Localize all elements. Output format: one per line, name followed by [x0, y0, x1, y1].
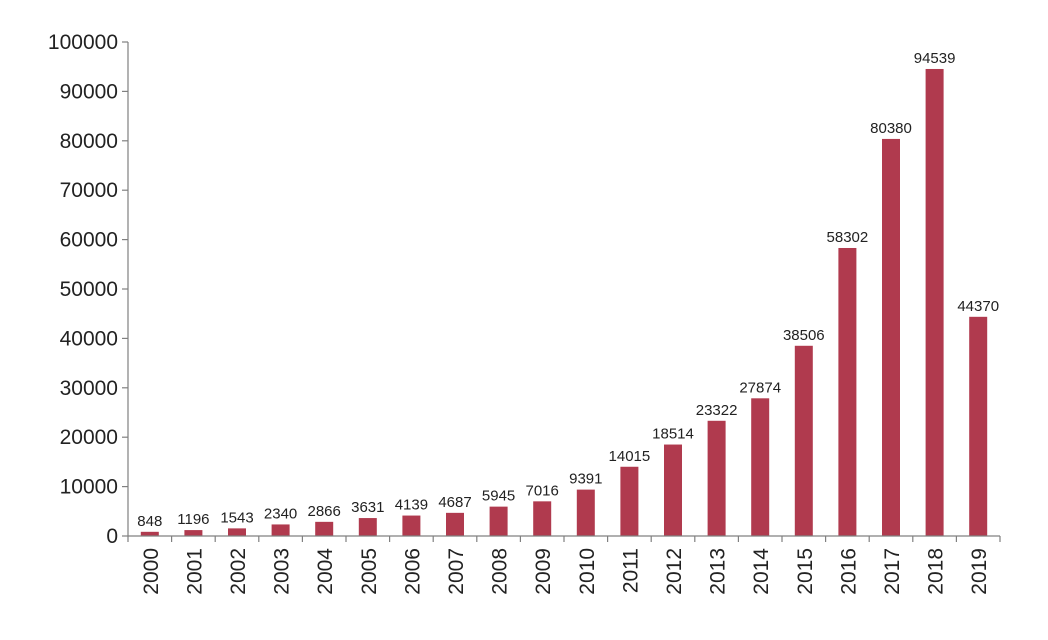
bar-2004 [315, 521, 334, 536]
x-axis: 2000 2001 2002 2003 2004 2005 2006 2007 2008 2009… [127, 535, 1001, 595]
data-label-2015: 38506 [783, 327, 825, 344]
x-tick-label-2000: 2000 [140, 548, 163, 595]
x-tick-label-2007: 2007 [445, 548, 468, 595]
data-label-2004: 2866 [308, 503, 341, 520]
y-tick-label: 90000 [60, 80, 118, 103]
x-tick-label-2019: 2019 [968, 548, 991, 595]
data-label-2013: 23322 [696, 402, 738, 419]
data-label-2005: 3631 [351, 499, 384, 516]
y-tick-label: 80000 [60, 130, 118, 153]
bar-2014 [751, 398, 770, 536]
bar-2011 [620, 466, 639, 536]
data-label-2003: 2340 [264, 505, 297, 522]
data-label-2016: 58302 [827, 229, 869, 246]
data-label-2001: 1196 [177, 511, 209, 528]
x-tick-label-2003: 2003 [271, 548, 294, 595]
x-tick-label-2005: 2005 [358, 548, 381, 595]
x-tick-label-2002: 2002 [227, 548, 250, 595]
x-tick-label-2008: 2008 [489, 548, 512, 595]
y-tick-label: 60000 [60, 229, 118, 252]
x-tick-label-2016: 2016 [837, 548, 860, 595]
bar-2006 [402, 515, 421, 536]
x-tick-label-2013: 2013 [707, 548, 730, 595]
data-label-2010: 9391 [569, 471, 602, 488]
bar-2018 [925, 68, 944, 536]
x-tick-label-2001: 2001 [183, 548, 206, 595]
y-tick-label: 10000 [60, 476, 118, 499]
bar-2015 [794, 345, 813, 536]
y-tick-label: 100000 [48, 31, 118, 54]
data-label-2000: 848 [137, 513, 162, 530]
y-tick-label: 70000 [60, 179, 118, 202]
data-label-2018: 94539 [914, 50, 956, 67]
bar-2013 [707, 420, 726, 536]
data-label-2002: 1543 [220, 509, 253, 526]
bars [140, 68, 988, 537]
x-tick-label-2004: 2004 [314, 548, 337, 595]
y-tick-label: 30000 [60, 377, 118, 400]
y-tick-label: 50000 [60, 278, 118, 301]
y-tick-label: 0 [106, 525, 118, 548]
x-tick-label-2009: 2009 [532, 548, 555, 595]
data-label-2008: 5945 [482, 488, 515, 505]
bar-2010 [576, 489, 595, 536]
bar-2002 [228, 528, 246, 536]
x-tick-label-2011: 2011 [619, 548, 642, 593]
bar-2012 [664, 444, 682, 536]
x-tick-label-2010: 2010 [576, 548, 599, 595]
x-tick-label-2006: 2006 [401, 548, 424, 595]
y-tick-label: 20000 [60, 426, 118, 449]
data-label-2006: 4139 [395, 497, 428, 514]
data-label-2014: 27874 [739, 379, 781, 396]
data-labels: 848 1196 1543 2340 2866 3631 4139 4687 5945 7016 9… [137, 50, 999, 530]
bar-2003 [271, 524, 290, 536]
bar-2017 [882, 138, 900, 537]
data-label-2009: 7016 [526, 482, 559, 499]
bar-2005 [358, 518, 377, 536]
bar-2016 [838, 247, 857, 537]
x-tick-label-2018: 2018 [925, 548, 948, 595]
data-label-2011: 14015 [609, 448, 651, 465]
bar-2007 [446, 512, 464, 536]
x-tick-label-2015: 2015 [794, 548, 817, 595]
x-tick-label-2012: 2012 [663, 548, 686, 595]
data-label-2012: 18514 [652, 426, 694, 443]
bar-2009 [533, 501, 552, 536]
data-label-2017: 80380 [870, 120, 912, 137]
data-label-2007: 4687 [438, 494, 471, 511]
bar-2000 [140, 531, 159, 536]
x-tick-label-2014: 2014 [750, 548, 773, 595]
y-tick-label: 40000 [60, 327, 118, 350]
x-tick-label-2017: 2017 [881, 548, 904, 595]
data-label-2019: 44370 [957, 298, 999, 315]
y-axis: 0 10000 20000 30000 40000 50000 60000 70000 8000… [48, 31, 129, 548]
bar-2019 [969, 316, 988, 536]
bar-2001 [184, 530, 203, 536]
bar-2008 [489, 506, 508, 536]
